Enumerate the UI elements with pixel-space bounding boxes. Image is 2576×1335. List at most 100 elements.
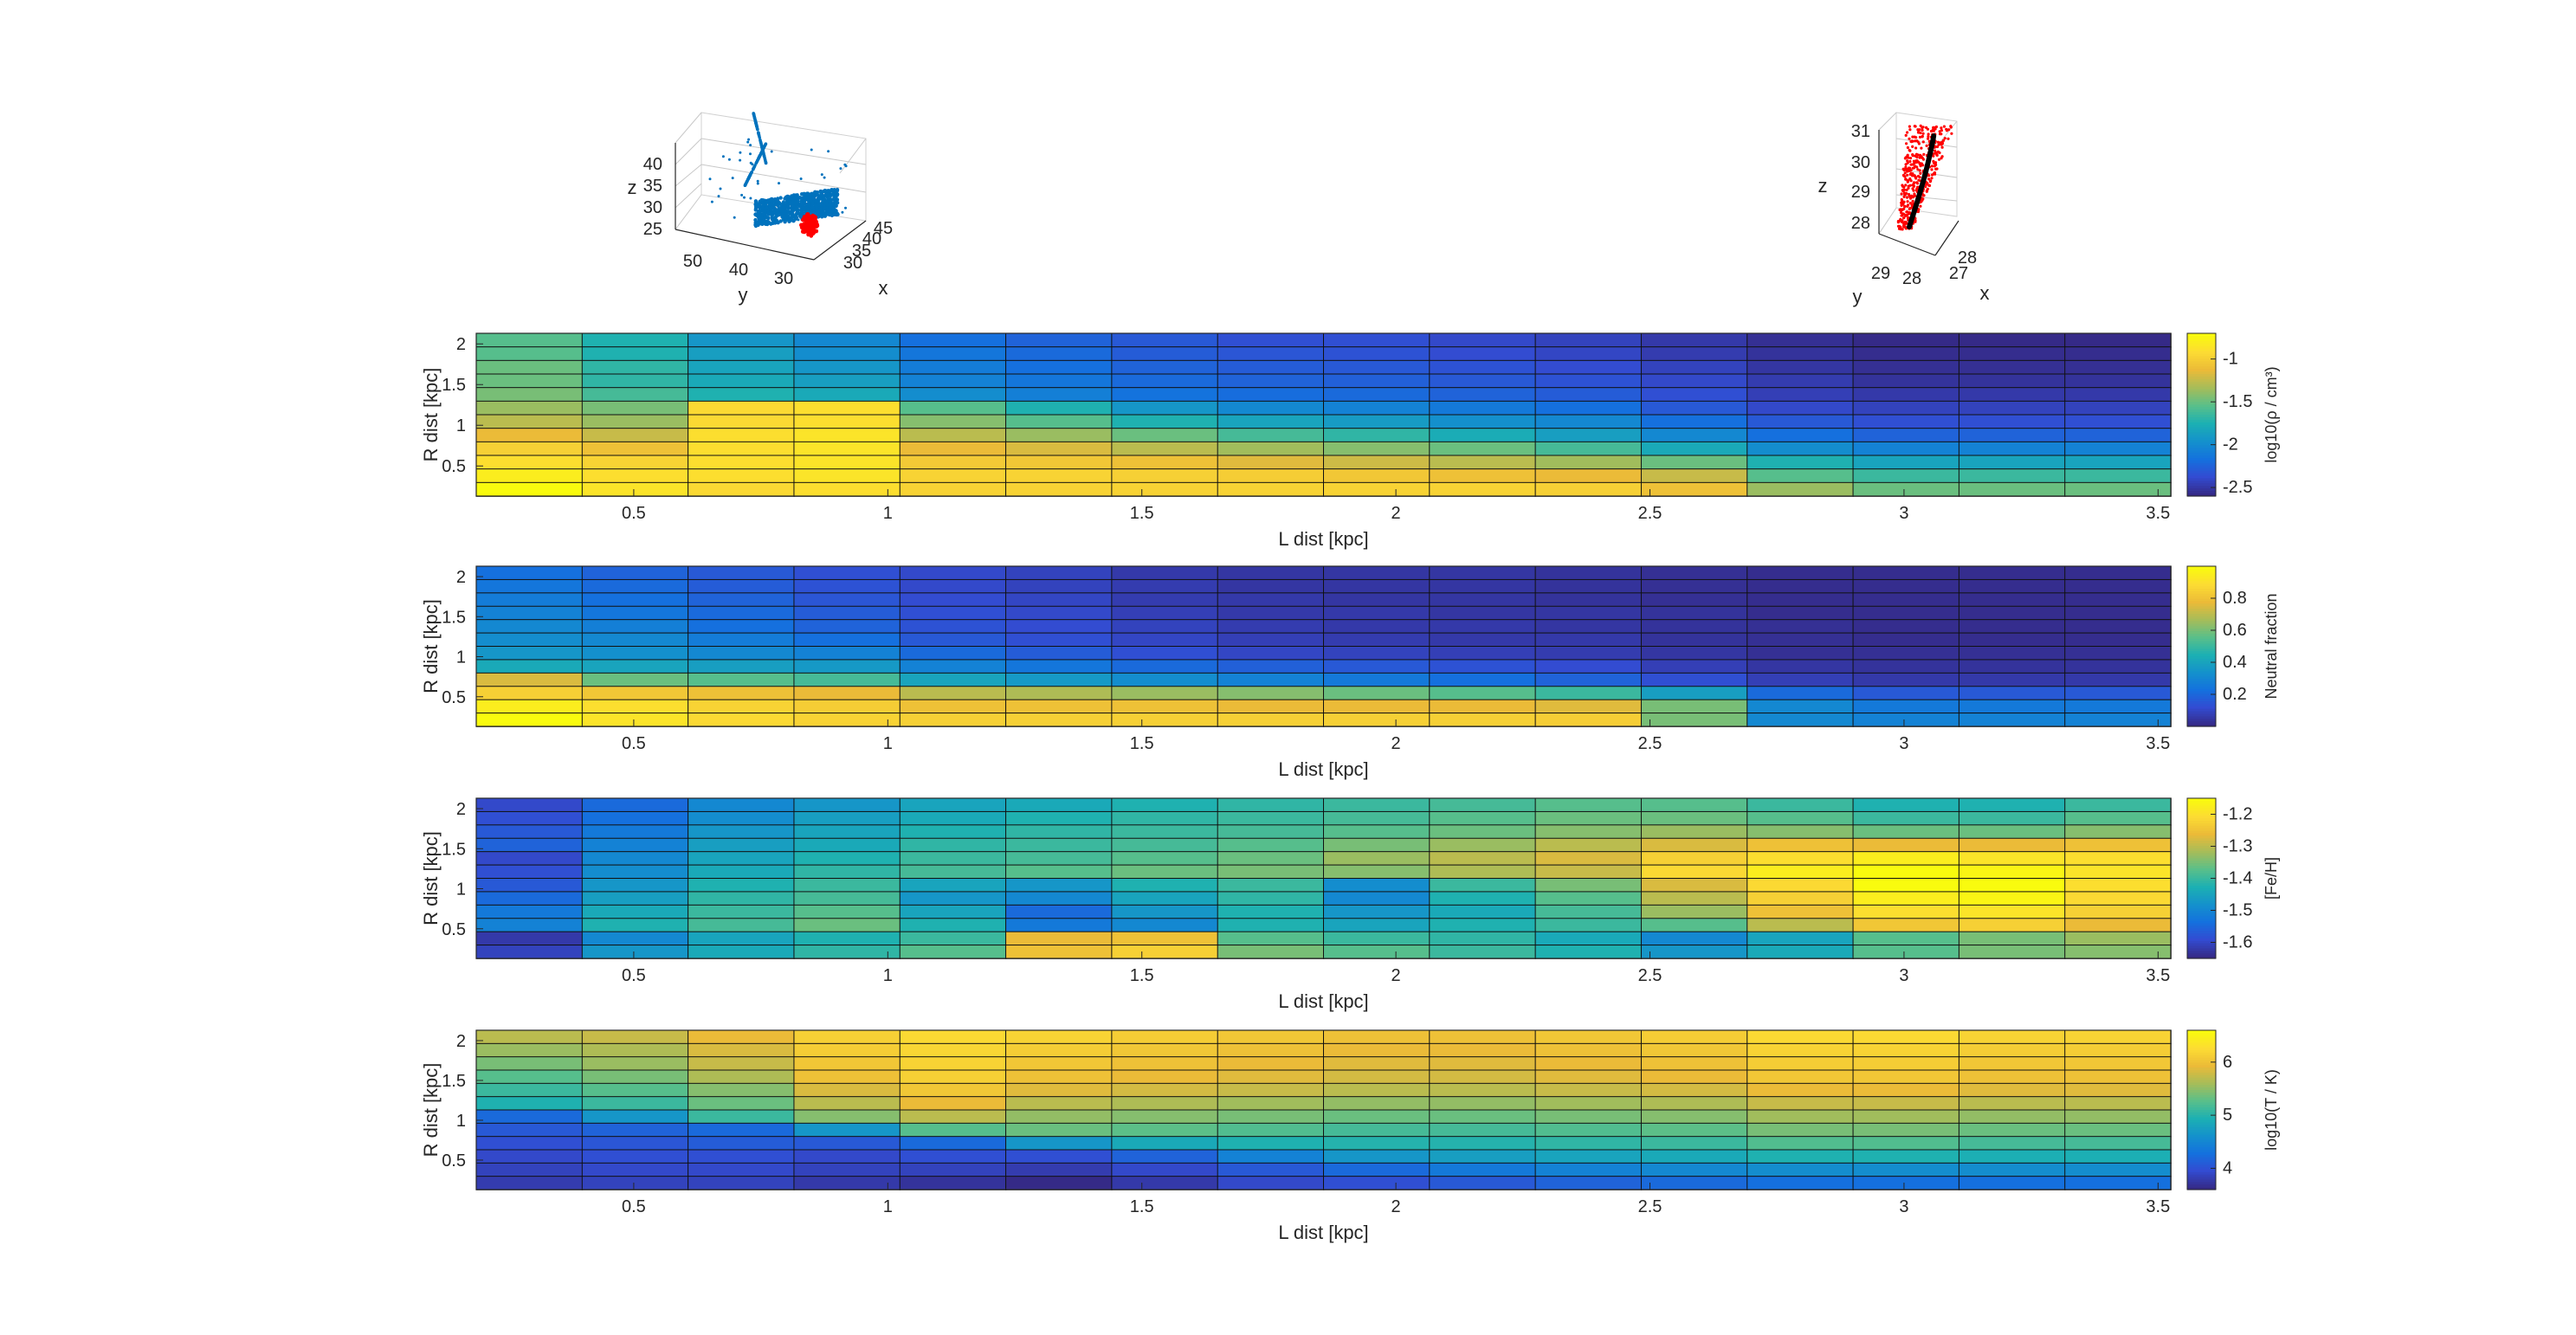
colorbar-label: log10(ρ / cm³) xyxy=(2263,366,2280,462)
colorbar-segment xyxy=(2187,822,2216,827)
heatmap-cell xyxy=(793,592,901,608)
heatmap-cell xyxy=(1111,414,1218,429)
data-point xyxy=(1896,219,1900,223)
heatmap-cell xyxy=(1217,481,1325,497)
heatmap-cell xyxy=(1534,864,1643,880)
heatmap-cell xyxy=(2064,797,2172,813)
heatmap-cell xyxy=(1746,414,1854,429)
heatmap-cell xyxy=(1958,1042,2066,1058)
colorbar-segment xyxy=(2187,1045,2216,1048)
heatmap-cell xyxy=(1640,578,1748,594)
heatmap-cell xyxy=(1323,414,1430,429)
data-point xyxy=(1921,132,1925,135)
colorbar-segment xyxy=(2187,483,2216,487)
heatmap-cell xyxy=(1005,1056,1113,1071)
colorbar-segment xyxy=(2187,935,2216,939)
data-point xyxy=(1937,158,1941,161)
heatmap-cell xyxy=(1958,428,2066,443)
heatmap-cell xyxy=(1111,1122,1218,1138)
colorbar-segment xyxy=(2187,911,2216,914)
data-point xyxy=(1911,196,1914,199)
box-axis-line xyxy=(1878,233,1936,256)
data-point xyxy=(1902,200,1906,203)
heatmap-cell xyxy=(1217,346,1325,362)
colorbar-segment xyxy=(2187,1174,2216,1178)
data-point xyxy=(1902,224,1906,228)
heatmap-cell xyxy=(2064,332,2172,348)
data-point xyxy=(1901,184,1904,187)
data-point xyxy=(739,151,742,154)
colorbar-tick-label: 0.8 xyxy=(2223,589,2247,608)
heatmap-cell xyxy=(1852,400,1960,416)
heatmap-cell xyxy=(1534,468,1643,484)
heatmap-cell xyxy=(475,1122,584,1138)
heatmap-cell xyxy=(1958,864,2066,880)
heatmap-cell xyxy=(581,359,689,375)
y-tick-label: 50 xyxy=(683,252,702,271)
data-point xyxy=(1917,142,1921,145)
colorbar-segment xyxy=(2187,638,2216,642)
colorbar-segment xyxy=(2187,442,2216,446)
colorbar-segment xyxy=(2187,643,2216,648)
heatmap-cell xyxy=(1429,632,1536,648)
data-point xyxy=(1930,168,1934,171)
heatmap-cell xyxy=(793,918,901,932)
heatmap-cell xyxy=(1323,1029,1430,1045)
data-point xyxy=(844,206,847,210)
heatmap-cell xyxy=(1852,864,1960,880)
heatmap-cell xyxy=(1640,931,1748,946)
heatmap-cell xyxy=(1852,1042,1960,1058)
heatmap-cell xyxy=(793,373,901,389)
data-point xyxy=(814,229,819,234)
x-tick-label: 1 xyxy=(883,966,893,985)
colorbar-segment xyxy=(2187,493,2216,497)
heatmap-cell xyxy=(581,414,689,429)
heatmap-cell xyxy=(1005,332,1113,348)
heatmap-cell xyxy=(581,810,689,826)
heatmap-cell xyxy=(2064,414,2172,429)
data-point xyxy=(1919,153,1922,158)
heatmap-cell xyxy=(1111,713,1218,727)
heatmap-cell xyxy=(1217,1176,1325,1190)
heatmap-cell xyxy=(688,837,795,853)
heatmap-cell xyxy=(1958,632,2066,648)
colorbar-segment xyxy=(2187,828,2216,832)
data-point xyxy=(1911,145,1914,148)
heatmap-cell xyxy=(1111,686,1218,700)
heatmap-cell xyxy=(1429,878,1536,893)
colorbar-segment xyxy=(2187,432,2216,436)
colorbar-segment xyxy=(2187,1092,2216,1096)
x-axis-label: L dist [kpc] xyxy=(1278,758,1368,780)
heatmap-cell xyxy=(2064,1096,2172,1111)
data-point xyxy=(1903,193,1907,197)
colorbar-segment xyxy=(2187,867,2216,872)
colorbar-tick-label: -1.4 xyxy=(2223,869,2252,888)
x-axis-label: L dist [kpc] xyxy=(1278,528,1368,550)
data-point xyxy=(1906,173,1909,177)
heatmap-cell xyxy=(1111,1176,1218,1190)
colorbar-segment xyxy=(2187,716,2216,719)
colorbar-segment xyxy=(2187,343,2216,347)
heatmap-cell xyxy=(1005,1069,1113,1085)
data-point xyxy=(820,173,823,177)
data-point xyxy=(748,174,752,178)
heatmap-cell xyxy=(1005,1096,1113,1111)
heatmap-cell xyxy=(1746,904,1854,919)
y-axis-label: R dist [kpc] xyxy=(420,831,442,925)
heatmap-cell xyxy=(1217,904,1325,919)
data-point xyxy=(1904,133,1908,137)
data-point xyxy=(1918,161,1921,165)
heatmap-cell xyxy=(2064,699,2172,714)
colorbar-segment xyxy=(2187,648,2216,652)
heatmap-cell xyxy=(581,646,689,661)
heatmap-cell xyxy=(475,824,584,840)
data-point xyxy=(835,201,840,205)
heatmap-cell xyxy=(1217,400,1325,416)
colorbar-segment xyxy=(2187,656,2216,660)
colorbar-segment xyxy=(2187,1112,2216,1116)
heatmap-cell xyxy=(1429,659,1536,674)
colorbar-segment xyxy=(2187,1100,2216,1103)
heatmap-cell xyxy=(1958,619,2066,634)
heatmap-cell xyxy=(688,332,795,348)
heatmap-cell xyxy=(1640,565,1748,581)
